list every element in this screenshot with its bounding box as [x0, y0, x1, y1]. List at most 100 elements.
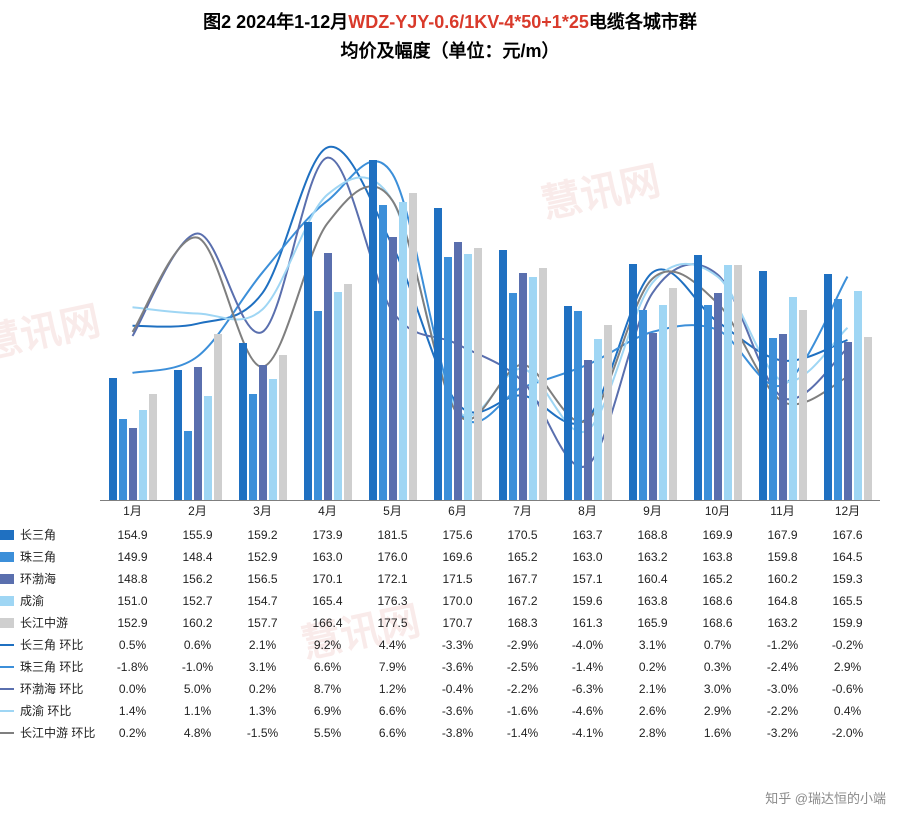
table-cell: 163.8	[685, 546, 750, 568]
bar	[799, 310, 807, 500]
table-cell: 175.6	[425, 524, 490, 546]
table-cell: 6.9%	[295, 700, 360, 722]
table-row: 环渤海148.8156.2156.5170.1172.1171.5167.715…	[0, 568, 880, 590]
title-red: WDZ-YJY-0.6/1KV-4*50+1*25	[348, 12, 589, 32]
table-cell: 152.9	[230, 546, 295, 568]
bar	[509, 293, 517, 500]
row-label-text: 环渤海 环比	[20, 682, 83, 696]
table-row: 长三角 环比0.5%0.6%2.1%9.2%4.4%-3.3%-2.9%-4.0…	[0, 634, 880, 656]
table-cell: -3.8%	[425, 722, 490, 744]
table-cell: 159.6	[555, 590, 620, 612]
table-cell: 161.3	[555, 612, 620, 634]
bar	[119, 419, 127, 500]
table-cell: 165.2	[490, 546, 555, 568]
x-tick-label: 12月	[815, 502, 880, 519]
bar	[344, 284, 352, 500]
table-cell: 2.1%	[230, 634, 295, 656]
table-cell: 176.3	[360, 590, 425, 612]
legend-swatch-line	[0, 732, 14, 734]
table-cell: -0.4%	[425, 678, 490, 700]
row-label: 长江中游	[0, 612, 100, 634]
row-label: 成渝	[0, 590, 100, 612]
bar	[639, 310, 647, 500]
table-cell: 9.2%	[295, 634, 360, 656]
table-cell: 0.6%	[165, 634, 230, 656]
bar	[694, 255, 702, 500]
bar	[389, 237, 397, 500]
row-label-text: 长江中游 环比	[20, 726, 95, 740]
table-cell: 168.6	[685, 612, 750, 634]
bar	[369, 160, 377, 500]
table-cell: -1.6%	[490, 700, 555, 722]
table-cell: 2.1%	[620, 678, 685, 700]
row-label-text: 长三角 环比	[20, 638, 83, 652]
table-cell: 156.2	[165, 568, 230, 590]
legend-swatch-bar	[0, 530, 14, 540]
table-cell: 171.5	[425, 568, 490, 590]
table-cell: 169.9	[685, 524, 750, 546]
table-cell: -2.0%	[815, 722, 880, 744]
table-cell: -2.2%	[750, 700, 815, 722]
bar	[669, 288, 677, 500]
row-label: 环渤海 环比	[0, 678, 100, 700]
table-row: 成渝 环比1.4%1.1%1.3%6.9%6.6%-3.6%-1.6%-4.6%…	[0, 700, 880, 722]
table-cell: 165.2	[685, 568, 750, 590]
table-cell: 177.5	[360, 612, 425, 634]
bar	[539, 268, 547, 500]
bar	[184, 431, 192, 500]
table-cell: -3.6%	[425, 656, 490, 678]
bar	[109, 378, 117, 500]
x-tick-label: 9月	[620, 502, 685, 519]
table-cell: 176.0	[360, 546, 425, 568]
table-cell: 159.3	[815, 568, 880, 590]
bar	[574, 311, 582, 500]
table-cell: 154.9	[100, 524, 165, 546]
table-cell: 168.8	[620, 524, 685, 546]
row-label: 环渤海	[0, 568, 100, 590]
table-cell: 156.5	[230, 568, 295, 590]
bar	[269, 379, 277, 500]
table-cell: -1.2%	[750, 634, 815, 656]
table-cell: 0.7%	[685, 634, 750, 656]
table-cell: 1.3%	[230, 700, 295, 722]
bar	[444, 257, 452, 500]
bar	[434, 208, 442, 500]
x-tick-label: 4月	[295, 502, 360, 519]
table-cell: -1.4%	[555, 656, 620, 678]
bar	[129, 428, 137, 500]
table-cell: 167.2	[490, 590, 555, 612]
source-watermark: 知乎 @瑞达恒的小端	[765, 788, 886, 807]
table-cell: 2.6%	[620, 700, 685, 722]
legend-swatch-bar	[0, 596, 14, 606]
table-row: 长三角154.9155.9159.2173.9181.5175.6170.516…	[0, 524, 880, 546]
table-cell: 170.1	[295, 568, 360, 590]
table-cell: 152.7	[165, 590, 230, 612]
table-cell: 0.2%	[100, 722, 165, 744]
table-cell: 6.6%	[295, 656, 360, 678]
table-cell: 168.6	[685, 590, 750, 612]
bar	[584, 360, 592, 500]
table-cell: -3.6%	[425, 700, 490, 722]
row-label-text: 环渤海	[20, 572, 56, 586]
table-row: 珠三角149.9148.4152.9163.0176.0169.6165.216…	[0, 546, 880, 568]
table-cell: -4.0%	[555, 634, 620, 656]
bar	[379, 205, 387, 500]
table-cell: 4.4%	[360, 634, 425, 656]
legend-swatch-bar	[0, 552, 14, 562]
bar	[249, 394, 257, 500]
table-cell: 4.8%	[165, 722, 230, 744]
table-cell: 159.2	[230, 524, 295, 546]
bar	[734, 265, 742, 500]
bar	[864, 337, 872, 500]
table-cell: 170.7	[425, 612, 490, 634]
table-cell: 3.0%	[685, 678, 750, 700]
table-cell: 167.7	[490, 568, 555, 590]
row-label-text: 长三角	[20, 528, 56, 542]
table-row: 珠三角 环比-1.8%-1.0%3.1%6.6%7.9%-3.6%-2.5%-1…	[0, 656, 880, 678]
legend-swatch-line	[0, 688, 14, 690]
table-cell: 168.3	[490, 612, 555, 634]
table-cell: -2.2%	[490, 678, 555, 700]
row-label: 珠三角 环比	[0, 656, 100, 678]
bar	[194, 367, 202, 500]
table-cell: 167.6	[815, 524, 880, 546]
